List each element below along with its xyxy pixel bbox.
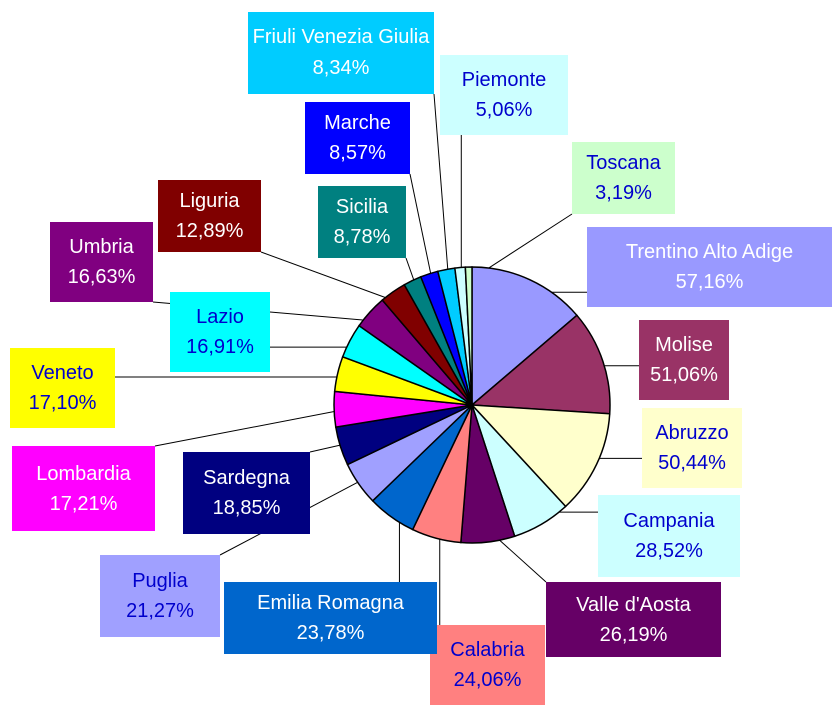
slice-label: Piemonte 5,06%: [440, 55, 568, 135]
slice-label: Umbria 16,63%: [50, 222, 153, 302]
label-value: 17,10%: [28, 392, 97, 414]
label-value: 8,78%: [333, 226, 391, 248]
label-value: 8,34%: [312, 57, 370, 79]
label-value: 5,06%: [475, 99, 533, 121]
label-name: Lombardia: [36, 462, 131, 485]
label-name: Friuli Venezia Giulia: [252, 26, 430, 48]
slice-label: Molise 51,06%: [639, 320, 729, 400]
label-name: Lazio: [196, 306, 244, 328]
label-value: 24,06%: [453, 669, 522, 691]
leader-line: [433, 93, 450, 284]
slice-label: Campania 28,52%: [598, 495, 740, 577]
slice-label: Friuli Venezia Giulia 8,34%: [248, 12, 434, 94]
label-value: 26,19%: [599, 623, 668, 646]
label-value: 8,57%: [329, 142, 386, 164]
pie-slice: [470, 404, 611, 508]
label-value: 57,16%: [675, 271, 744, 293]
pie-slice: [470, 314, 611, 415]
label-name: Emilia Romagna: [257, 592, 404, 614]
label-value: 18,85%: [212, 497, 281, 519]
slice-label: Marche 8,57%: [305, 102, 410, 174]
leader-line: [154, 408, 348, 447]
label-name: Trentino Alto Adige: [625, 241, 794, 263]
label-name: Molise: [655, 334, 713, 356]
slice-label: Sicilia 8,78%: [318, 186, 406, 258]
slice-label: Abruzzo 50,44%: [642, 408, 742, 488]
label-name: Toscana: [586, 152, 661, 174]
label-value: 23,78%: [296, 622, 365, 644]
label-name: Sicilia: [335, 196, 389, 218]
slice-label: Calabria 24,06%: [430, 625, 545, 705]
slice-label: Lazio 16,91%: [170, 292, 270, 372]
label-name: Abruzzo: [655, 422, 729, 444]
label-name: Liguria: [179, 190, 240, 212]
leader-line: [260, 251, 402, 304]
label-value: 50,44%: [658, 452, 726, 474]
label-name: Piemonte: [461, 69, 547, 91]
leader-line: [409, 173, 434, 288]
label-name: Puglia: [132, 570, 188, 592]
label-name: Veneto: [31, 362, 94, 384]
slice-label: Valle d'Aosta 26,19%: [546, 582, 721, 657]
label-value: 3,19%: [595, 182, 652, 204]
slice-label: Liguria 12,89%: [158, 180, 261, 252]
slice-label: Trentino Alto Adige 57,16%: [587, 227, 832, 307]
slice-label: Veneto 17,10%: [10, 348, 115, 428]
slice-label: Lombardia 17,21%: [12, 446, 155, 531]
label-name: Campania: [623, 510, 715, 532]
label-value: 21,27%: [126, 600, 194, 622]
slice-label: Puglia 21,27%: [100, 555, 220, 637]
label-value: 17,21%: [49, 492, 118, 515]
pie-slice: [471, 266, 578, 407]
label-value: 16,91%: [186, 336, 254, 358]
slice-label: Toscana 3,19%: [572, 142, 675, 214]
label-name: Valle d'Aosta: [576, 593, 691, 616]
label-name: Sardegna: [203, 467, 290, 489]
pie-slice: [464, 266, 473, 406]
label-value: 12,89%: [175, 220, 244, 242]
slice-label: Emilia Romagna 23,78%: [224, 582, 437, 654]
label-value: 16,63%: [67, 266, 136, 288]
slice-label: Sardegna 18,85%: [183, 452, 310, 534]
label-name: Marche: [324, 112, 391, 134]
label-value: 28,52%: [635, 540, 703, 562]
label-value: 51,06%: [650, 364, 718, 386]
label-name: Umbria: [69, 236, 134, 258]
label-name: Calabria: [450, 639, 525, 661]
